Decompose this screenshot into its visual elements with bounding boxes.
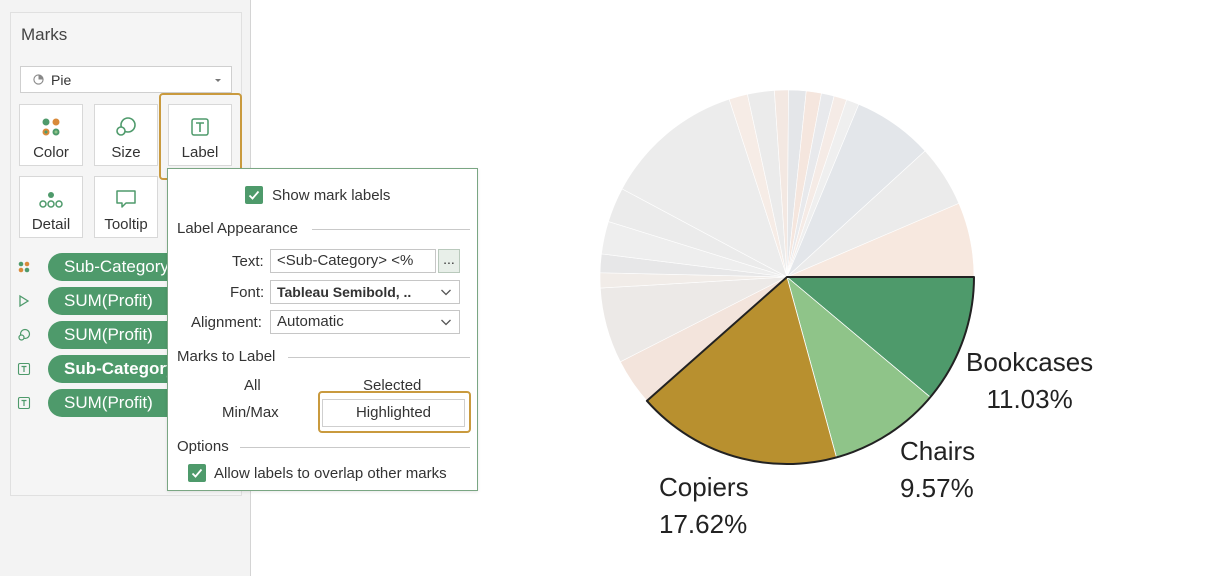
section-divider: [288, 357, 470, 358]
slice-label-bookcases: Bookcases 11.03%: [966, 344, 1093, 418]
detail-button-label: Detail: [31, 216, 71, 233]
marks-to-label-highlighted[interactable]: Highlighted: [322, 399, 465, 427]
slice-label-bookcases-value: 11.03%: [986, 384, 1073, 414]
tooltip-button-label: Tooltip: [104, 216, 148, 233]
allow-overlap-text: Allow labels to overlap other marks: [214, 465, 447, 482]
size-icon: [18, 328, 31, 341]
label-icon: [17, 396, 31, 410]
chevron-down-icon[interactable]: [440, 287, 452, 297]
angle-icon: [19, 294, 30, 308]
text-edit-button[interactable]: ...: [438, 249, 460, 273]
pill-row-color[interactable]: Sub-Category: [11, 253, 178, 283]
pill-row-size[interactable]: SUM(Profit): [11, 321, 178, 351]
size-button-label: Size: [111, 144, 141, 161]
marks-to-label-selected[interactable]: Selected: [363, 377, 422, 394]
slice-label-copiers: Copiers 17.62%: [659, 469, 749, 543]
text-field-label: Text:: [232, 253, 264, 270]
size-button[interactable]: Size: [94, 104, 158, 166]
alignment-dropdown[interactable]: Automatic: [270, 310, 460, 334]
slice-label-chairs-value: 9.57%: [900, 473, 974, 503]
pie-chart: Bookcases 11.03% Chairs 9.57% Copiers 17…: [560, 60, 1160, 560]
section-divider: [312, 229, 470, 230]
alignment-field-label: Alignment:: [191, 314, 262, 331]
pie-chart-svg: [599, 89, 975, 466]
show-mark-labels-checkbox[interactable]: [245, 186, 263, 204]
color-dots-icon: [18, 261, 30, 273]
label-button[interactable]: Label: [168, 104, 232, 166]
tooltip-icon: [116, 190, 136, 208]
pill-sum-profit-label[interactable]: SUM(Profit): [48, 389, 178, 417]
slice-label-chairs-category: Chairs: [900, 436, 976, 466]
faded-slice-6[interactable]: [621, 98, 788, 278]
slice-label-copiers-value: 17.62%: [659, 509, 748, 539]
size-icon: [116, 117, 136, 136]
marks-to-label-heading: Marks to Label: [177, 348, 276, 365]
font-field-label: Font:: [230, 284, 265, 301]
pill-sum-profit-size[interactable]: SUM(Profit): [48, 321, 178, 349]
slice-label-chairs: Chairs 9.57%: [900, 433, 975, 507]
pill-sum-profit-angle[interactable]: SUM(Profit): [48, 287, 178, 315]
marks-to-label-min-max[interactable]: Min/Max: [222, 404, 279, 421]
pie-icon: [33, 74, 44, 85]
pill-row-label-category[interactable]: Sub-Category: [11, 355, 178, 385]
color-button[interactable]: Color: [19, 104, 83, 166]
label-icon: [191, 118, 209, 136]
mark-type-dropdown[interactable]: Pie: [20, 66, 232, 93]
detail-button[interactable]: Detail: [19, 176, 83, 238]
pill-row-angle[interactable]: SUM(Profit): [11, 287, 178, 317]
label-icon: [17, 362, 31, 376]
checkmark-icon: [248, 190, 260, 200]
marks-to-label-all[interactable]: All: [244, 377, 261, 394]
chevron-down-icon[interactable]: [211, 73, 225, 87]
color-button-label: Color: [33, 144, 69, 161]
slice-label-copiers-category: Copiers: [659, 472, 749, 502]
pill-row-label-profit[interactable]: SUM(Profit): [11, 389, 178, 419]
show-mark-labels-text: Show mark labels: [272, 187, 391, 204]
checkmark-icon: [191, 468, 203, 478]
allow-overlap-checkbox[interactable]: [188, 464, 206, 482]
mark-type-value: Pie: [51, 71, 72, 88]
chevron-down-icon[interactable]: [440, 317, 452, 327]
color-dots-icon: [42, 118, 60, 136]
section-divider: [240, 447, 470, 448]
label-button-label: Label: [181, 144, 219, 161]
font-dropdown-value: Tableau Semibold, ..: [277, 284, 412, 300]
label-appearance-heading: Label Appearance: [177, 220, 298, 237]
slice-label-bookcases-category: Bookcases: [966, 347, 1094, 377]
options-heading: Options: [177, 438, 229, 455]
marks-card-title: Marks: [21, 25, 68, 44]
detail-icon: [39, 192, 63, 208]
font-dropdown[interactable]: Tableau Semibold, ..: [270, 280, 460, 304]
pill-sub-category-color[interactable]: Sub-Category: [48, 253, 178, 281]
pill-sub-category-label[interactable]: Sub-Category: [48, 355, 178, 383]
tooltip-button[interactable]: Tooltip: [94, 176, 158, 238]
alignment-dropdown-value: Automatic: [277, 313, 344, 330]
text-field[interactable]: <Sub-Category> <%: [270, 249, 436, 273]
label-options-popup: Show mark labels Label Appearance Text: …: [167, 168, 478, 491]
highlighted-slices-outline: [645, 276, 975, 466]
